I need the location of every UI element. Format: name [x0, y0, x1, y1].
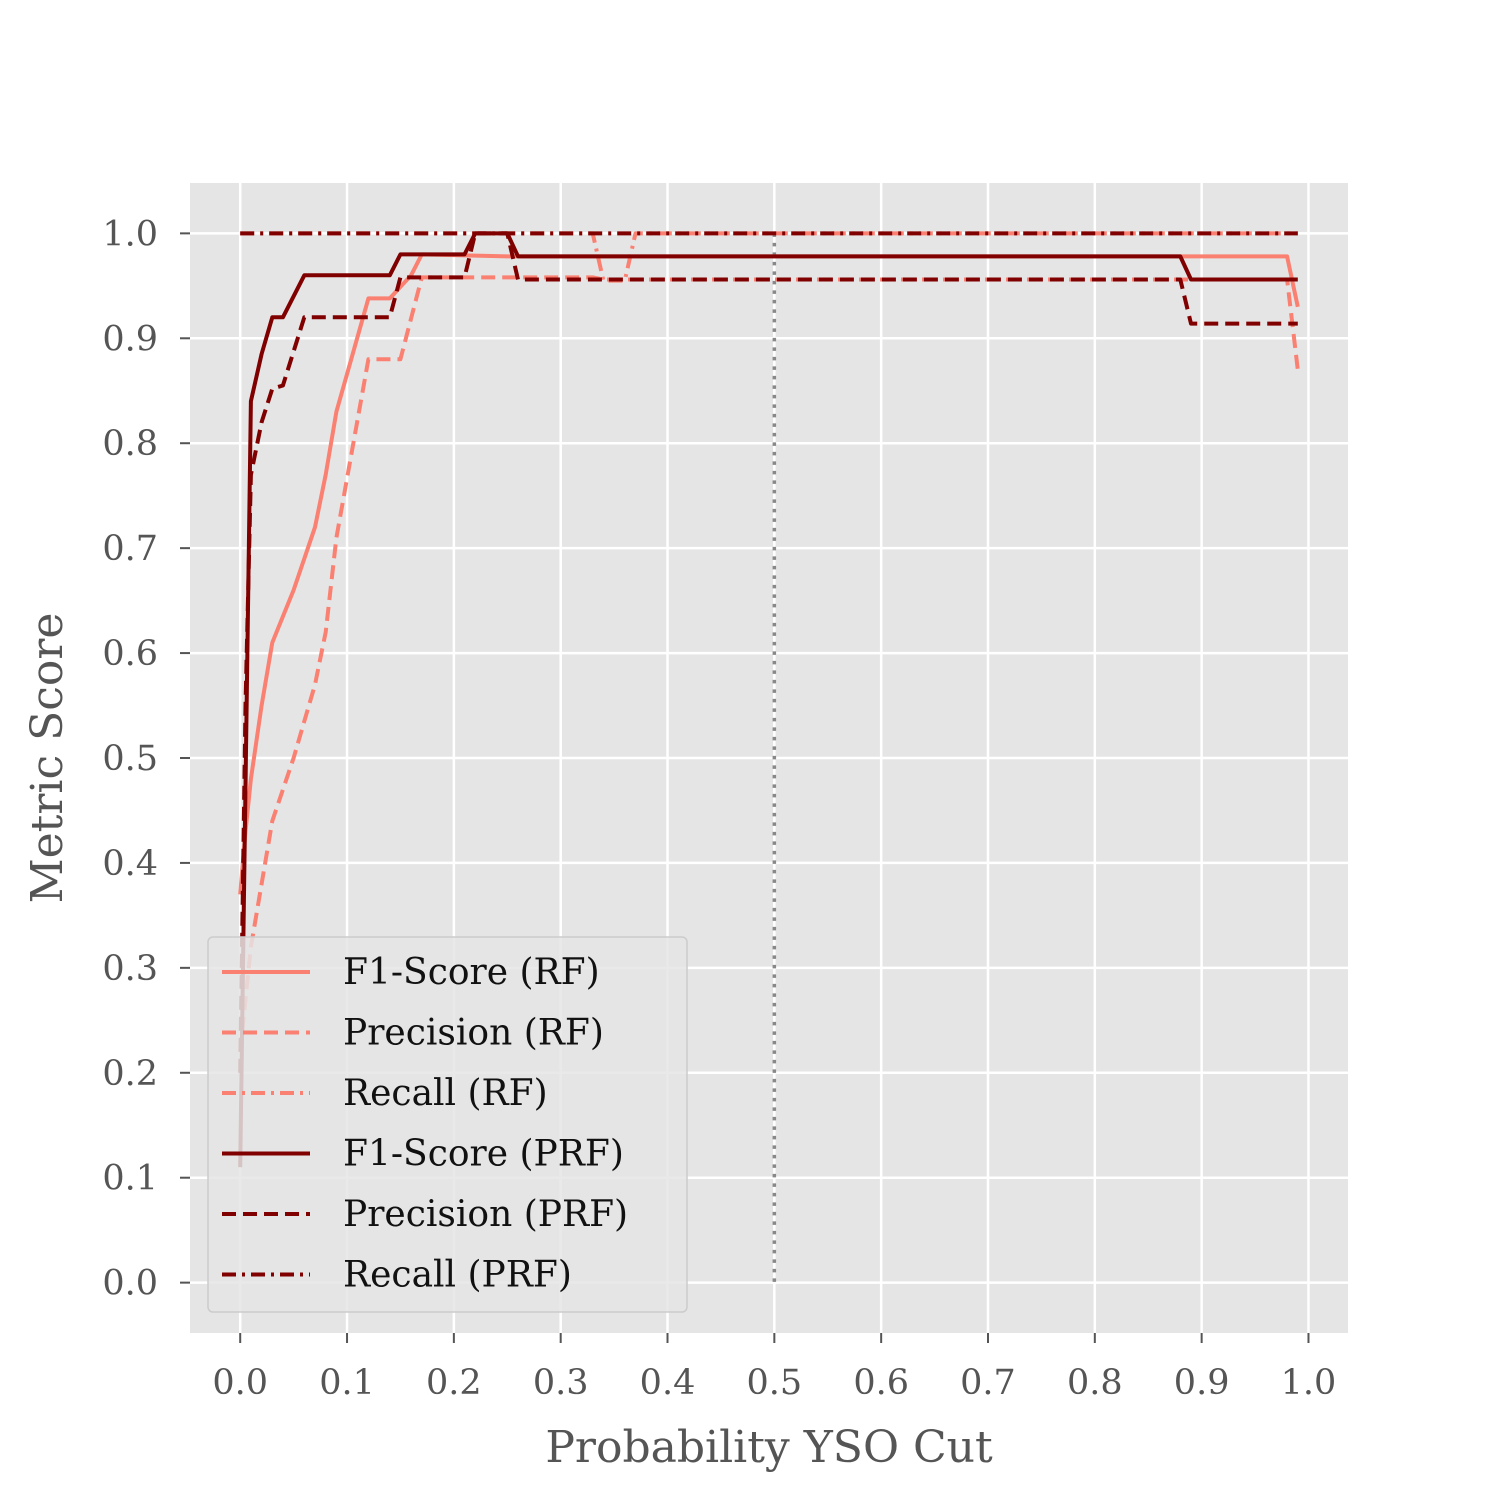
x-tick-label: 0.2: [426, 1363, 482, 1403]
x-axis-title: Probability YSO Cut: [545, 1422, 993, 1473]
x-tick-label: 0.7: [960, 1363, 1016, 1403]
y-tick-label: 0.6: [102, 634, 158, 674]
legend: F1-Score (RF) Precision (RF) Recall (RF) F1…: [207, 936, 688, 1313]
series-group: [238, 231, 1300, 1168]
y-tick-label: 0.2: [102, 1054, 158, 1094]
x-tick-label: 0.9: [1174, 1363, 1230, 1403]
x-tick-label: 0.1: [319, 1363, 375, 1403]
legend-label: F1-Score (RF): [343, 952, 600, 993]
x-tick-label: 1.0: [1281, 1363, 1337, 1403]
x-tick-label: 0.6: [853, 1363, 909, 1403]
legend-label: Recall (RF): [343, 1073, 548, 1114]
x-tick-label: 0.8: [1067, 1363, 1123, 1403]
y-tick-label: 0.1: [102, 1159, 158, 1199]
series-line-5: [238, 231, 1298, 1073]
y-tick-label: 0.9: [102, 319, 158, 359]
y-tick-label: 0.4: [102, 844, 158, 884]
y-tick-label: 0.0: [102, 1264, 158, 1304]
ticks: 0.0 0.1 0.2 0.3 0.4 0.5 0.6 0.7 0.8 0.9 1.0 0.0 0.1 0…: [102, 214, 1336, 1403]
y-tick-label: 0.7: [102, 529, 158, 569]
legend-label: Recall (PRF): [343, 1255, 572, 1296]
x-tick-label: 0.3: [533, 1363, 589, 1403]
y-axis-title: Metric Score: [22, 613, 73, 904]
legend-label: F1-Score (PRF): [343, 1134, 624, 1175]
legend-label: Precision (RF): [343, 1013, 604, 1054]
x-tick-label: 0.4: [640, 1363, 696, 1403]
series-line-4: [238, 231, 1298, 1168]
y-tick-label: 1.0: [102, 214, 158, 254]
x-tick-label: 0.0: [212, 1363, 268, 1403]
legend-label: Precision (PRF): [343, 1194, 628, 1235]
y-tick-label: 0.3: [102, 949, 158, 989]
x-tick-label: 0.5: [747, 1363, 803, 1403]
y-tick-label: 0.5: [102, 739, 158, 779]
legend-box: [207, 936, 688, 1313]
y-tick-label: 0.8: [102, 424, 158, 464]
